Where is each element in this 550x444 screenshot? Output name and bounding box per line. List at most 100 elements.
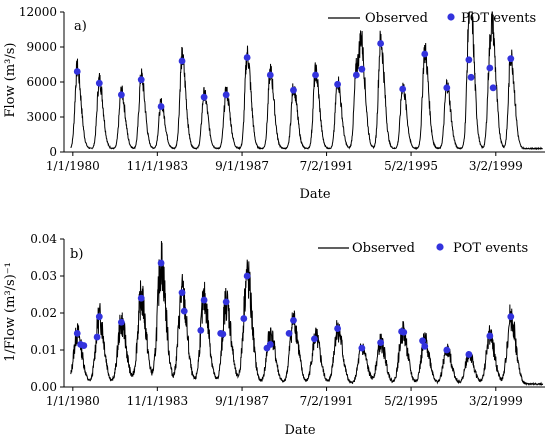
panel-a-pot-event-point [399, 85, 407, 93]
panel-b-pot-event-point [486, 332, 494, 340]
panel-a-pot-event-point [507, 55, 515, 63]
panel-a-pot-event-point [137, 76, 145, 84]
panel-a-pot-event-point [243, 54, 251, 61]
panel-a-x-tick-label: 7/2/1991 [300, 159, 354, 173]
panel-a-x-ticks: 1/1/1980 11/1/1983 9/1/1987 7/2/1991 5/2/199… [46, 152, 523, 173]
panel-a-y-tick-label: 0 [49, 145, 57, 159]
panel-a: a) 0 3000 6000 9000 12000 1/1/1980 11/1/1983 9… [3, 5, 545, 202]
panel-b-y-tick-label: 0.04 [30, 232, 57, 246]
panel-a-pot-event-point [178, 57, 186, 65]
panel-a-x-axis-label: Date [299, 187, 330, 202]
panel-a-pot-event-point [443, 84, 451, 92]
panel-a-pot-event-point [117, 91, 125, 99]
panel-b-pot-event-point [197, 326, 205, 334]
panel-a-pot-event-point [489, 84, 497, 92]
panel-b-pot-event-point [419, 337, 426, 345]
panel-b-pot-event-point [507, 313, 515, 321]
panel-b-label: b) [70, 247, 83, 262]
panel-b-x-tick-label: 11/1/1983 [127, 394, 189, 408]
panel-a-pot-event-point [377, 40, 385, 47]
panel-b-x-tick-label: 3/2/1999 [469, 394, 523, 408]
panel-b-pot-event-point [222, 298, 230, 306]
panel-a-x-tick-label: 9/1/1987 [215, 159, 269, 173]
panel-a-y-axis-label: Flow (m³/s) [3, 43, 18, 118]
panel-a-x-tick-label: 11/1/1983 [127, 159, 189, 173]
panel-b-pot-event-point [180, 307, 188, 315]
panel-a-pot-event-point [312, 71, 319, 79]
panel-a-pot-event-point [73, 68, 81, 75]
panel-b-legend-pot-swatch [436, 243, 444, 251]
panel-b-y-tick-label: 0.03 [30, 269, 57, 283]
panel-b-pot-event-point [421, 342, 429, 350]
panel-a-pot-event-point [421, 50, 429, 58]
panel-a-pot-event-point [334, 80, 341, 88]
panel-b-pot-event-point [400, 328, 408, 336]
panel-a-pot-event-point [486, 64, 494, 72]
panel-a-observed-series [70, 11, 543, 151]
panel-b-x-axis-label: Date [284, 423, 315, 438]
panel-b-y-axis-label: 1/Flow (m³/s)⁻¹ [3, 262, 18, 362]
panel-a-pot-event-point [222, 91, 230, 99]
panel-a-legend-pot-swatch [447, 13, 455, 21]
panel-a-legend-observed-label: Observed [365, 11, 428, 26]
panel-b: b) 0.00 0.01 0.02 0.03 0.04 1/1/1980 11/1/198… [3, 232, 545, 438]
panel-a-x-tick-label: 5/2/1995 [384, 159, 438, 173]
panel-b-pot-event-point [157, 259, 165, 267]
panel-a-pot-event-point [157, 103, 165, 110]
panel-a-pot-event-point [352, 71, 360, 79]
panel-b-pot-event-point [290, 317, 297, 324]
panel-a-x-tick-label: 3/2/1999 [469, 159, 523, 173]
panel-b-pot-event-point [243, 272, 251, 280]
panel-b-legend-observed-label: Observed [352, 241, 415, 256]
panel-b-pot-event-point [200, 296, 208, 304]
panel-b-x-ticks: 1/1/1980 11/1/1983 9/1/1987 7/2/1991 5/2/199… [46, 387, 523, 408]
panel-a-y-tick-label: 12000 [19, 5, 57, 19]
panel-a-y-tick-label: 9000 [26, 40, 57, 54]
panel-b-x-tick-label: 7/2/1991 [300, 394, 354, 408]
panel-a-pot-event-point [266, 71, 274, 79]
panel-a-pot-event-point [200, 93, 208, 101]
panel-b-pot-event-point [240, 315, 248, 322]
panel-b-pot-event-point [334, 325, 341, 332]
panel-b-x-tick-label: 5/2/1995 [384, 394, 438, 408]
panel-b-pot-event-point [377, 339, 385, 346]
panel-b-pot-event-point [80, 342, 88, 349]
panel-a-y-tick-label: 3000 [26, 110, 57, 124]
panel-a-pot-event-point [290, 86, 297, 94]
panel-b-y-tick-label: 0.02 [30, 306, 57, 320]
panel-b-y-tick-label: 0.01 [30, 343, 57, 357]
panel-b-legend: Observed POT events [318, 241, 528, 256]
panel-b-pot-event-point [219, 330, 227, 338]
panel-b-legend-pot-label: POT events [453, 241, 528, 256]
panel-a-y-tick-label: 6000 [26, 75, 57, 89]
panel-a-pot-event-point [358, 65, 366, 73]
panel-b-plot-area [63, 239, 545, 388]
panel-a-legend-pot-label: POT events [461, 11, 536, 26]
panel-a-pot-event-point [95, 79, 103, 87]
panel-b-y-ticks: 0.00 0.01 0.02 0.03 0.04 [30, 232, 64, 394]
panel-a-y-ticks: 0 3000 6000 9000 12000 [19, 5, 64, 159]
panel-b-observed-series [70, 241, 544, 387]
panel-b-pot-event-point [358, 344, 366, 352]
panel-b-pot-event-point [266, 341, 274, 348]
panel-b-x-tick-label: 1/1/1980 [46, 394, 100, 408]
panel-b-pot-event-point [137, 294, 145, 302]
panel-b-pot-event-point [117, 318, 125, 326]
panel-b-pot-event-point [443, 346, 451, 354]
panel-b-x-tick-label: 9/1/1987 [215, 394, 269, 408]
panel-a-label: a) [74, 19, 87, 34]
panel-a-pot-event-point [467, 73, 475, 81]
panel-b-pot-event-point [73, 329, 81, 337]
panel-b-y-tick-label: 0.00 [30, 380, 57, 394]
panel-b-pot-event-point [311, 335, 318, 343]
panel-b-pot-event-point [178, 289, 186, 297]
panel-b-pot-event-point [95, 313, 103, 321]
panel-a-x-tick-label: 1/1/1980 [46, 159, 100, 173]
panel-b-pot-event-point [285, 329, 293, 337]
panel-a-legend: Observed POT events [328, 11, 536, 26]
panel-a-pot-event-point [465, 56, 473, 64]
panel-a-plot-area [63, 11, 545, 153]
panel-b-pot-event-point [93, 333, 101, 341]
panel-b-pot-event-point [465, 351, 473, 358]
